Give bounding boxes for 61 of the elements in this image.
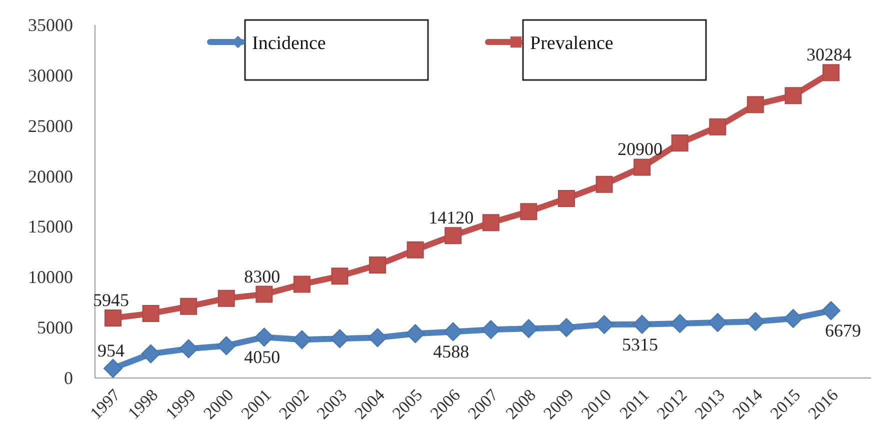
legend-label: Incidence (252, 33, 326, 54)
data-label: 4050 (244, 347, 280, 368)
point (822, 64, 840, 82)
point (519, 319, 538, 338)
legend-label: Prevalence (530, 33, 614, 54)
point (218, 290, 235, 307)
point (142, 304, 160, 322)
data-label: 954 (98, 340, 124, 360)
point (216, 336, 236, 356)
y-tick-label: 0 (64, 368, 73, 388)
point (671, 134, 688, 152)
y-tick-label: 15000 (28, 216, 73, 237)
y-tick-label: 10000 (28, 267, 73, 288)
point (179, 339, 198, 358)
point (708, 313, 728, 332)
point (293, 276, 310, 293)
data-label: 5315 (622, 334, 658, 354)
point (368, 328, 388, 348)
y-tick-label: 30000 (28, 65, 73, 86)
data-label: 14120 (428, 208, 474, 228)
point (481, 320, 500, 340)
point (556, 318, 576, 338)
point (104, 358, 122, 378)
data-label: 6679 (825, 320, 861, 341)
y-tick-label: 5000 (37, 318, 73, 338)
y-tick-label: 25000 (28, 116, 73, 136)
point (596, 176, 613, 193)
point (406, 241, 424, 258)
point (746, 96, 764, 114)
y-tick-label: 20000 (28, 166, 73, 186)
point (482, 214, 500, 232)
data-label: 20900 (618, 139, 663, 160)
data-label: 5945 (93, 290, 129, 310)
point (594, 315, 614, 334)
point (670, 314, 690, 334)
point (292, 330, 312, 350)
point (369, 256, 386, 274)
data-label: 4588 (433, 342, 470, 362)
point (822, 301, 840, 320)
point (632, 314, 652, 334)
data-label: 30284 (806, 44, 852, 65)
point (709, 118, 726, 136)
point (141, 344, 160, 364)
point (444, 322, 463, 342)
point (104, 310, 122, 327)
y-tick-label: 35000 (28, 15, 73, 35)
point (520, 203, 538, 220)
point (746, 312, 765, 332)
point (180, 298, 198, 315)
point (256, 286, 273, 303)
point (784, 308, 803, 328)
x-tick-label: 2011 (616, 385, 653, 422)
data-label: 8300 (244, 266, 280, 286)
point (634, 158, 651, 176)
point (444, 227, 462, 244)
point (406, 324, 425, 344)
point (784, 87, 802, 104)
point (254, 328, 274, 347)
point (331, 268, 348, 285)
point (330, 329, 350, 348)
point (558, 190, 575, 207)
